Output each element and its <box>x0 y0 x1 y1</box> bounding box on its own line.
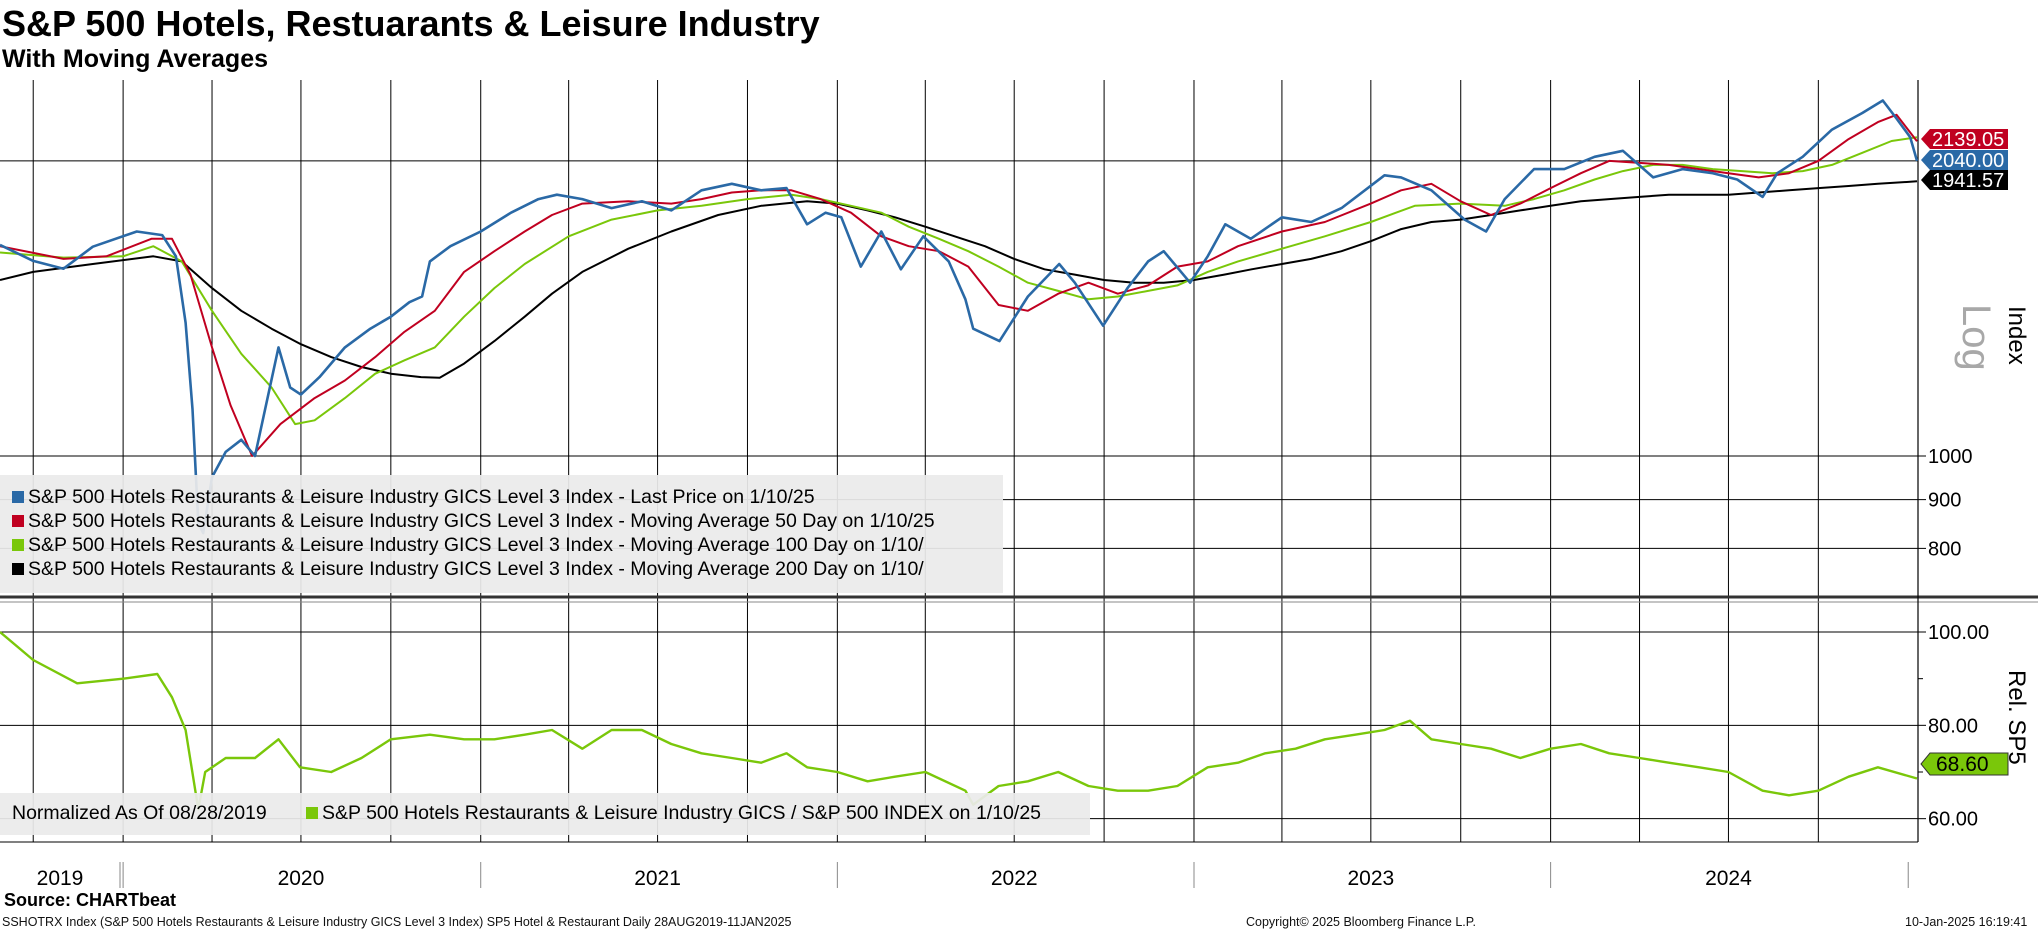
log-scale-label: Log <box>1954 304 1998 371</box>
x-tick-label: 2024 <box>1705 867 1752 890</box>
chart-subtitle: With Moving Averages <box>2 45 269 73</box>
lower-legend: Normalized As Of 08/28/2019 S&P 500 Hote… <box>0 793 1090 835</box>
last-value-tag <box>1921 150 2008 170</box>
x-tick-label: 2021 <box>634 867 681 890</box>
last-value-label: 68.60 <box>1936 753 1989 776</box>
last-value-label: 2040.00 <box>1932 150 2004 172</box>
legend-label: S&P 500 Hotels Restaurants & Leisure Ind… <box>28 558 924 580</box>
last-value-tag <box>1921 129 2008 149</box>
legend-item-ma200: S&P 500 Hotels Restaurants & Leisure Ind… <box>12 557 924 581</box>
legend-swatch <box>12 515 24 527</box>
legend-swatch <box>306 807 318 819</box>
series-line-ma50 <box>0 113 1918 457</box>
series-line-ma200 <box>0 180 1918 379</box>
x-tick-label: 2022 <box>991 867 1038 890</box>
last-price-tag: 2040.00 <box>1921 150 2008 172</box>
last-value-tag <box>1921 170 2008 190</box>
legend-label: S&P 500 Hotels Restaurants & Leisure Ind… <box>322 802 1042 824</box>
legend-swatch <box>12 491 24 503</box>
ma200-last-tag: 1941.57 <box>1921 170 2008 192</box>
y-tick-label: 80.00 <box>1928 715 1978 737</box>
series-line-relative <box>0 631 1918 811</box>
y-tick-label: 100.00 <box>1928 622 1989 644</box>
legend-label: S&P 500 Hotels Restaurants & Leisure Ind… <box>28 510 935 532</box>
legend-item-relative: S&P 500 Hotels Restaurants & Leisure Ind… <box>306 802 1041 825</box>
series-line-last-price <box>0 99 1919 535</box>
chart-title: S&P 500 Hotels, Restuarants & Leisure In… <box>2 3 820 44</box>
y-tick-label: 1000 <box>1928 446 1973 468</box>
x-tick-label: 2023 <box>1347 867 1394 890</box>
last-value-tag <box>1920 752 2009 776</box>
timestamp: 10-Jan-2025 16:19:41 <box>1905 915 2028 929</box>
legend-item-ma50: S&P 500 Hotels Restaurants & Leisure Ind… <box>12 509 935 533</box>
legend-swatch <box>12 539 24 551</box>
series-line-ma100 <box>0 136 1918 426</box>
source-label: Source: CHARTbeat <box>4 890 177 910</box>
x-tick-label: 2019 <box>37 867 84 890</box>
y-tick-label: 800 <box>1928 538 1961 560</box>
last-value-label: 2139.05 <box>1932 129 2004 151</box>
upper-legend: S&P 500 Hotels Restaurants & Leisure Ind… <box>0 475 1003 593</box>
legend-label: S&P 500 Hotels Restaurants & Leisure Ind… <box>28 534 924 556</box>
x-tick-label: 2020 <box>278 867 325 890</box>
last-value-label: 1941.57 <box>1932 170 2004 192</box>
ticker-info: SSHOTRX Index (S&P 500 Hotels Restaurant… <box>2 915 792 929</box>
y-tick-label: 60.00 <box>1928 809 1978 831</box>
copyright: Copyright© 2025 Bloomberg Finance L.P. <box>1246 915 1476 929</box>
lower-y-axis-label: Rel. SP5 <box>2003 670 2030 765</box>
normalized-label: Normalized As Of 08/28/2019 <box>12 802 267 824</box>
ma50-last-tag: 2139.05 <box>1921 129 2008 151</box>
legend-swatch <box>12 563 24 575</box>
legend-label: S&P 500 Hotels Restaurants & Leisure Ind… <box>28 486 815 508</box>
upper-y-axis-label: Index <box>2003 306 2030 365</box>
legend-item-last-price: S&P 500 Hotels Restaurants & Leisure Ind… <box>12 485 815 509</box>
relative-last-tag: 68.60 <box>1920 752 2009 776</box>
legend-item-ma100: S&P 500 Hotels Restaurants & Leisure Ind… <box>12 533 924 557</box>
y-tick-label: 900 <box>1928 490 1961 512</box>
